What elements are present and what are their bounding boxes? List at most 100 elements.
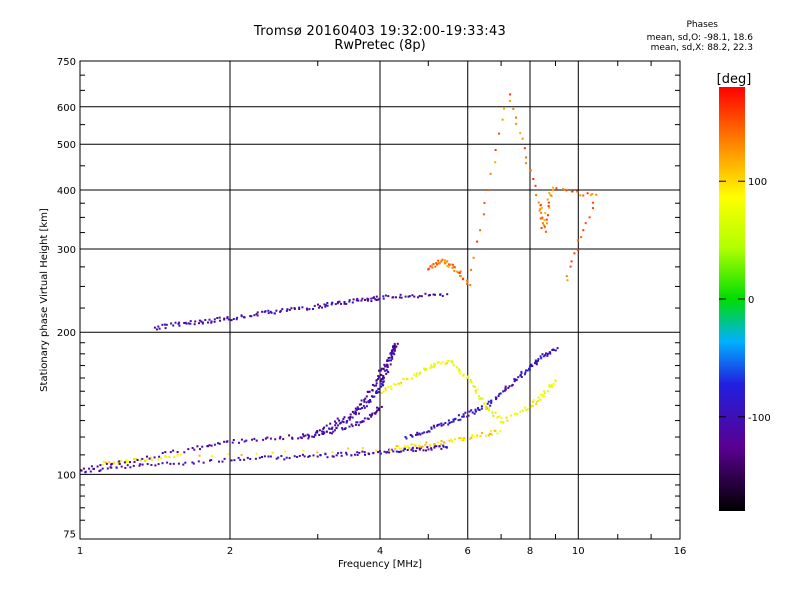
data-point (356, 421, 359, 424)
phase-stats-label: Phases (686, 20, 718, 30)
data-point (298, 454, 301, 457)
data-point (410, 443, 413, 446)
data-point (392, 296, 395, 299)
data-point (356, 454, 359, 456)
data-point (218, 316, 221, 319)
data-point (126, 464, 129, 467)
data-point (153, 456, 156, 459)
data-point (227, 318, 230, 321)
data-point (362, 404, 365, 407)
data-point (336, 302, 339, 305)
data-point (301, 306, 304, 309)
data-point (323, 426, 326, 429)
data-point (158, 455, 161, 458)
data-point (407, 295, 410, 298)
data-point (388, 359, 391, 362)
data-point (443, 441, 446, 444)
data-point (519, 374, 522, 376)
data-point (118, 462, 121, 465)
data-point (450, 263, 453, 266)
data-point (334, 303, 337, 306)
data-point (288, 457, 291, 460)
data-point (204, 319, 207, 321)
data-point (366, 299, 369, 302)
data-point (376, 391, 379, 394)
data-point (349, 416, 352, 418)
data-point (218, 442, 221, 445)
data-point (250, 315, 253, 318)
data-point (413, 443, 416, 446)
trace-mid-frequency-o-mode-trace (404, 347, 559, 440)
data-point (277, 456, 280, 459)
data-point (418, 295, 421, 297)
data-point (452, 420, 455, 423)
data-point (207, 445, 209, 448)
data-point (213, 320, 216, 323)
data-point (308, 455, 311, 457)
data-point (326, 456, 329, 459)
data-point (178, 324, 181, 327)
plot-frame (79, 60, 681, 540)
data-point (390, 355, 393, 358)
data-point (515, 122, 518, 125)
chart-subtitle: RwPretec (8p) (334, 38, 426, 53)
data-point (431, 266, 434, 269)
data-point (446, 265, 449, 267)
data-point (451, 266, 454, 269)
data-point (463, 437, 466, 440)
data-point (278, 437, 281, 440)
data-point (447, 359, 450, 362)
data-point (245, 439, 248, 442)
data-point (297, 437, 300, 440)
data-point (584, 222, 587, 225)
x-tick-label: 6 (465, 546, 471, 557)
data-point (418, 448, 421, 451)
data-point (436, 361, 439, 364)
data-point (275, 309, 278, 312)
data-point (392, 383, 395, 386)
data-point (442, 445, 445, 448)
data-point (519, 410, 522, 413)
data-point (375, 411, 378, 414)
data-point (172, 462, 175, 465)
data-point (358, 451, 361, 454)
data-point (512, 107, 515, 110)
data-point (404, 295, 407, 298)
data-point (376, 406, 378, 409)
data-point (223, 457, 226, 460)
data-point (269, 437, 272, 440)
data-point (382, 380, 385, 383)
data-point (543, 395, 546, 397)
data-point (330, 432, 333, 435)
data-point (385, 368, 388, 371)
data-point (322, 427, 325, 430)
data-point (440, 447, 443, 450)
data-point (582, 194, 585, 197)
data-point (125, 461, 127, 463)
data-point (408, 447, 411, 449)
data-point (389, 449, 392, 451)
data-point (539, 398, 542, 401)
data-point (347, 447, 350, 450)
data-point (243, 316, 246, 319)
data-point (230, 319, 233, 322)
data-point (329, 431, 332, 434)
data-point (494, 161, 497, 164)
data-point (317, 306, 320, 309)
data-point (499, 392, 502, 395)
data-point (437, 360, 440, 363)
data-point (472, 435, 475, 438)
data-point (384, 387, 387, 390)
data-point (466, 375, 469, 378)
data-point (393, 342, 396, 345)
data-point (164, 451, 167, 454)
data-point (240, 315, 243, 318)
data-point (201, 445, 204, 448)
data-point (165, 455, 168, 458)
data-point (230, 459, 233, 462)
data-point (285, 309, 288, 312)
data-point (406, 449, 409, 451)
data-point (393, 349, 396, 352)
data-point (525, 369, 528, 372)
data-point (354, 453, 356, 456)
